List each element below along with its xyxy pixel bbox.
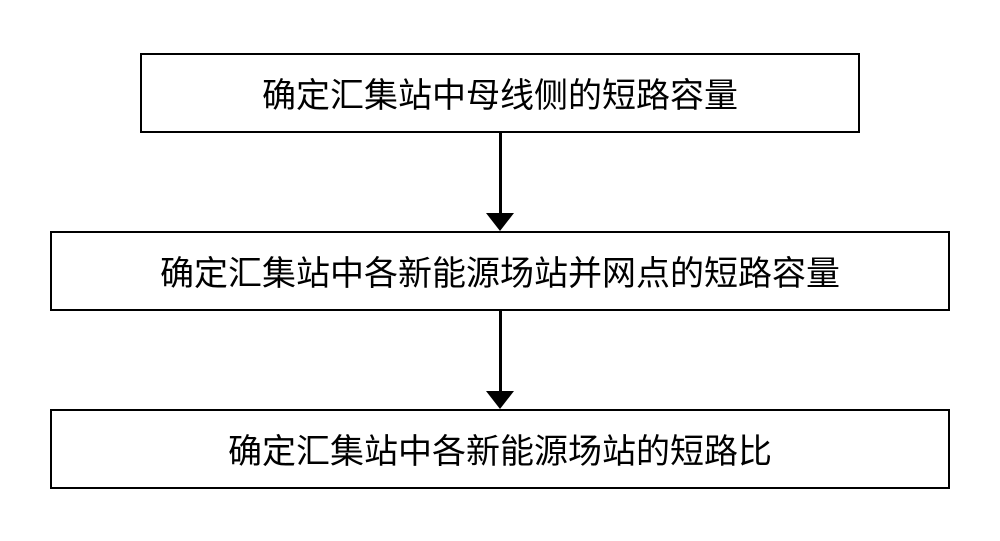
flowchart-node-step3: 确定汇集站中各新能源场站的短路比 [50,409,950,489]
arrow-line [499,311,502,391]
flowchart-container: 确定汇集站中母线侧的短路容量 确定汇集站中各新能源场站并网点的短路容量 确定汇集… [50,53,950,489]
flowchart-edge-1 [486,133,514,231]
arrow-head-icon [486,213,514,231]
node-label: 确定汇集站中各新能源场站并网点的短路容量 [160,246,840,295]
flowchart-edge-2 [486,311,514,409]
arrow-line [499,133,502,213]
node-label: 确定汇集站中各新能源场站的短路比 [228,424,772,473]
node-label: 确定汇集站中母线侧的短路容量 [262,68,738,117]
flowchart-node-step2: 确定汇集站中各新能源场站并网点的短路容量 [50,231,950,311]
flowchart-node-step1: 确定汇集站中母线侧的短路容量 [140,53,860,133]
arrow-head-icon [486,391,514,409]
